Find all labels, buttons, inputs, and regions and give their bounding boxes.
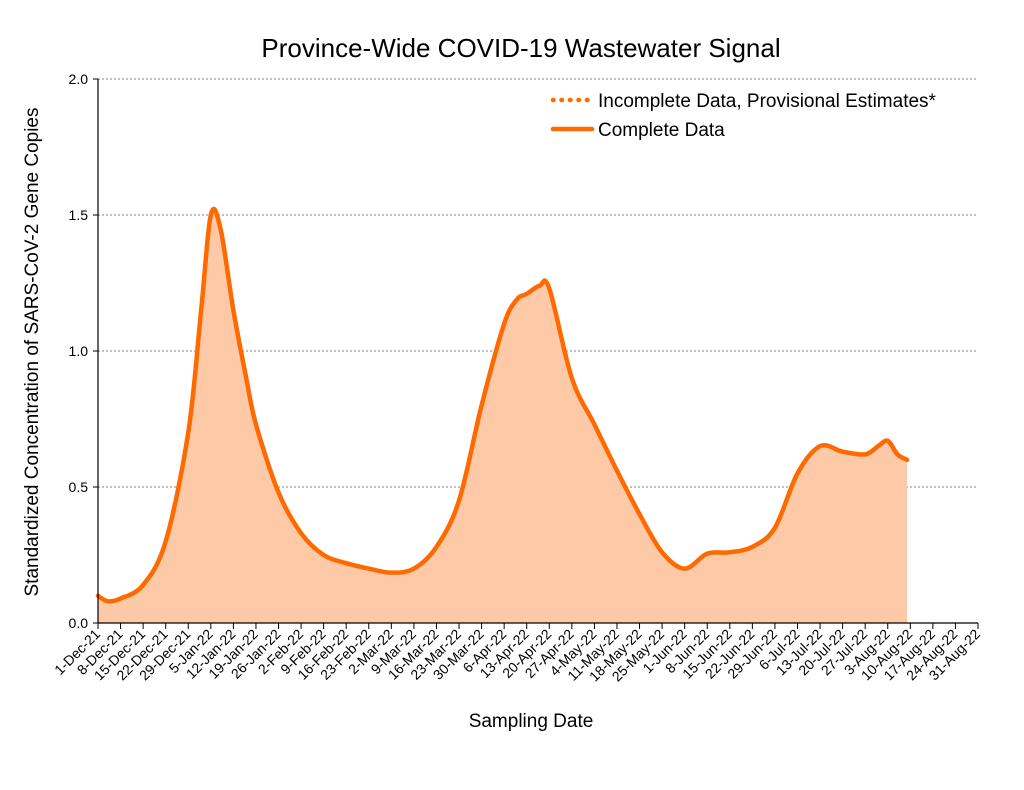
y-tick-label: 1.0	[69, 343, 89, 359]
y-tick-label: 0.0	[69, 615, 89, 631]
x-axis-label: Sampling Date	[469, 711, 594, 732]
y-axis-ticks: 0.0 0.5 1.0 1.5 2.0	[69, 71, 98, 631]
y-tick-label: 1.5	[69, 207, 89, 223]
series-area-fill	[98, 208, 908, 623]
x-axis-ticks: 1-Dec-218-Dec-2115-Dec-2122-Dec-2129-Dec…	[51, 623, 983, 684]
y-tick-label: 2.0	[69, 71, 89, 87]
y-axis-label: Standardized Concentration of SARS-CoV-2…	[22, 108, 43, 597]
chart-title: Province-Wide COVID-19 Wastewater Signal	[261, 33, 780, 63]
series-line	[95, 206, 910, 604]
y-tick-label: 0.5	[69, 479, 89, 495]
legend-label: Incomplete Data, Provisional Estimates*	[598, 91, 937, 112]
legend: Incomplete Data, Provisional Estimates* C…	[550, 91, 937, 141]
axes	[97, 79, 978, 624]
legend-label: Complete Data	[598, 120, 725, 141]
series-area	[95, 206, 910, 623]
